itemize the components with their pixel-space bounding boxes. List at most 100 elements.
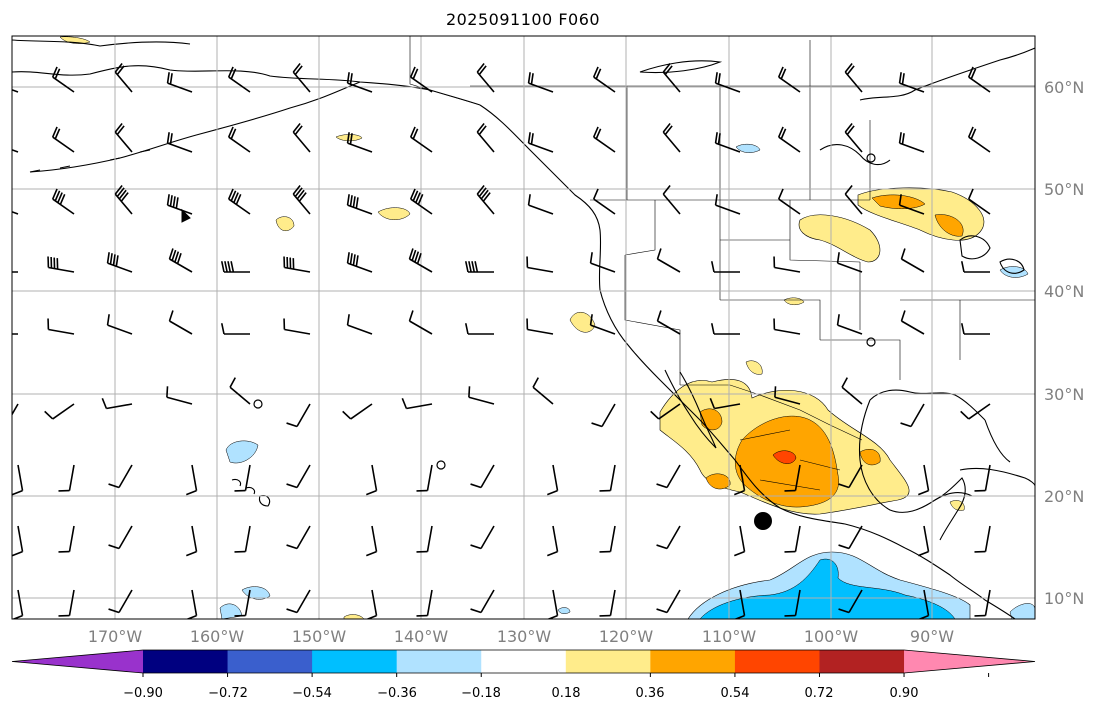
wind-barb-shaft (114, 193, 133, 215)
wind-barb-feather (349, 133, 353, 145)
wind-barb (51, 188, 75, 215)
wind-barb-feather (918, 489, 929, 496)
wind-barb-feather (229, 377, 236, 388)
wind-barb (777, 66, 801, 93)
wind-barb (166, 132, 193, 153)
wind-barb-shaft (296, 525, 311, 549)
wind-barb-feather (417, 194, 424, 205)
wind-barb-feather (527, 132, 531, 144)
warm-anomaly-core (859, 449, 881, 466)
wind-barb-shaft (228, 76, 251, 93)
coastline-alaska-north (12, 39, 191, 47)
wind-barb-shaft (12, 148, 19, 153)
wind-barb-feather (224, 261, 228, 273)
wind-barb-shaft (837, 324, 863, 335)
wind-barb (844, 122, 863, 153)
wind-barb-shaft (169, 320, 193, 335)
wind-barb (166, 72, 193, 93)
wind-barb-feather (960, 261, 965, 273)
colorbar-tick-label: −0.72 (208, 686, 248, 701)
map-frame (11, 35, 1036, 620)
coastline-aleutians (29, 149, 151, 173)
wind-barb (526, 256, 554, 273)
wind-barb (527, 194, 554, 215)
wind-barb-feather (54, 128, 61, 140)
wind-barb (12, 148, 19, 153)
wind-barb (464, 323, 494, 335)
map-title: 2025091100 F060 (445, 10, 601, 29)
wind-barb-feather (967, 66, 974, 78)
wind-barb-feather (714, 132, 718, 144)
wind-barb-shaft (244, 525, 251, 552)
wind-barb-feather (409, 188, 416, 200)
wind-barb-feather (709, 398, 716, 409)
wind-barb-feather (101, 398, 108, 409)
wind-barb-shaft (118, 525, 133, 549)
wind-barb-feather (57, 192, 63, 203)
wind-barb-feather (470, 544, 482, 550)
wind-barb-feather (227, 66, 234, 78)
wind-barb (960, 261, 990, 273)
wind-barb-feather (836, 314, 840, 326)
wind-barb-feather (286, 422, 298, 428)
wind-barb-feather (2, 197, 4, 208)
wind-barb-feather (366, 550, 377, 557)
wind-barb-shaft (848, 589, 863, 613)
wind-barb (547, 589, 559, 619)
wind-barb (234, 464, 251, 492)
wind-barb-shaft (167, 82, 193, 93)
wind-barb-feather (717, 133, 721, 145)
wind-barb-feather (970, 68, 977, 80)
wind-barb (714, 194, 741, 215)
wind-barb-shaft (191, 589, 198, 616)
wind-barb (12, 589, 24, 619)
wind-barb-feather (172, 196, 176, 208)
wind-barb (900, 310, 925, 335)
wind-barb (589, 314, 616, 335)
wind-barb (656, 525, 681, 550)
wind-barb-feather (175, 197, 179, 209)
wind-barb-feather (656, 248, 662, 260)
wind-barb-feather (349, 253, 353, 265)
wind-barb-feather (54, 68, 61, 80)
wind-barb-shaft (794, 525, 801, 552)
wind-barb-shaft (528, 142, 554, 153)
wind-barb-feather (464, 261, 469, 273)
wind-barb-shaft (848, 525, 863, 549)
wind-barb-feather (592, 66, 599, 78)
wind-barb-shaft (296, 589, 311, 613)
wind-barb-feather (12, 614, 23, 619)
wind-barb-feather (166, 386, 169, 398)
wind-barb-shaft (296, 464, 311, 488)
wind-barb (784, 525, 801, 553)
wind-barb-shaft (468, 396, 495, 405)
wind-barb-shaft (17, 464, 24, 491)
wind-barb (227, 188, 251, 215)
wind-barb-shaft (844, 131, 863, 153)
wind-barb (898, 194, 925, 215)
wind-barb-feather (220, 323, 225, 335)
wind-barb (292, 184, 311, 215)
cool-anomaly-patch (557, 607, 571, 614)
wind-barb (416, 464, 433, 492)
wind-barb (346, 252, 373, 273)
wind-barb (401, 398, 433, 410)
wind-barb (898, 72, 925, 93)
wind-barb (227, 126, 251, 153)
colorbar-segment (481, 650, 567, 673)
lon-label-130w: 130°W (497, 627, 552, 646)
wind-barb-feather (366, 489, 377, 496)
wind-barb-shaft (552, 589, 559, 616)
wind-barb (346, 72, 373, 93)
wind-barb (599, 464, 616, 492)
wind-barb (592, 126, 616, 153)
wind-barb-shaft (244, 589, 251, 616)
wind-barb-shaft (410, 136, 433, 153)
wind-barb-feather (169, 195, 173, 207)
wind-barb (774, 386, 801, 405)
wind-barb-feather (346, 72, 350, 84)
wind-barb (416, 525, 433, 553)
wind-barb-shaft (910, 403, 925, 427)
wind-barb-shaft (527, 328, 554, 335)
